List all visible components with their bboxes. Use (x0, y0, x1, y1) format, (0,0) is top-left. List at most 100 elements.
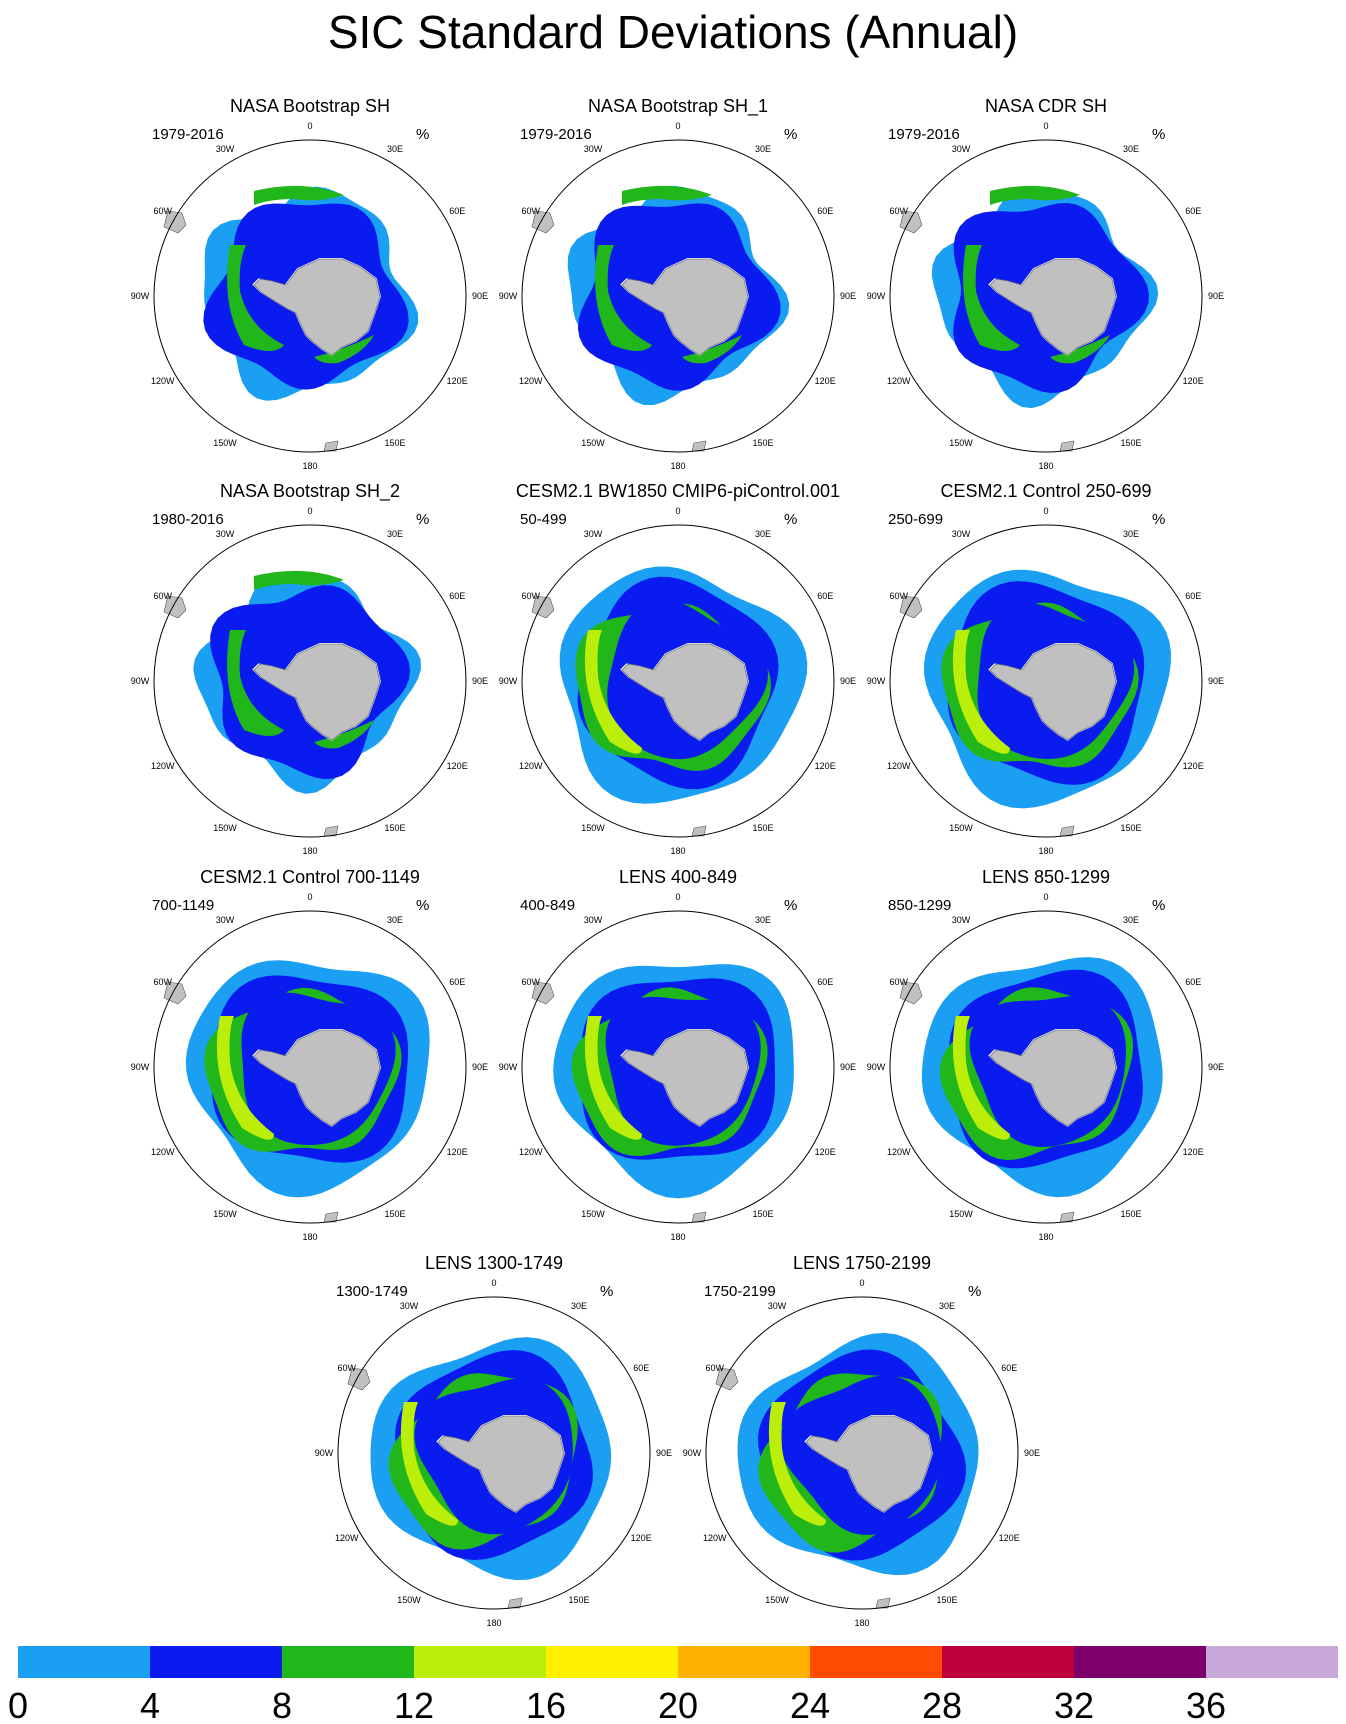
longitude-label: 90E (840, 1062, 856, 1072)
panel-units: % (1152, 897, 1166, 914)
panel-period: 50-499 (520, 511, 567, 528)
longitude-label: 150E (752, 438, 773, 448)
map-panel: 0 30E 60E 90E 120E 150E 180 150W 120W 90W 60W 30W NA… (860, 95, 1232, 475)
longitude-label: 120E (631, 1533, 652, 1543)
new-zealand-land (323, 825, 339, 837)
antarctica-land (989, 643, 1117, 741)
longitude-label: 120W (887, 376, 911, 386)
map-panel: 0 30E 60E 90E 120E 150E 180 150W 120W 90W 60W 30W CE… (124, 866, 496, 1246)
longitude-label: 30W (584, 915, 603, 925)
longitude-label: 150E (1120, 438, 1141, 448)
map-boundary (521, 524, 835, 838)
map-panel: 0 30E 60E 90E 120E 150E 180 150W 120W 90W 60W 30W CE… (492, 480, 864, 860)
longitude-label: 90W (867, 1062, 886, 1072)
antarctica-land (621, 1029, 749, 1127)
panel-title: LENS 400-849 (618, 867, 738, 887)
longitude-label: 30W (216, 915, 235, 925)
longitude-label: 30E (571, 1301, 587, 1311)
polar-map: 0 30E 60E 90E 120E 150E 180 150W 120W 90W 60W 30W (131, 506, 488, 856)
map-boundary (521, 910, 835, 1224)
longitude-label: 180 (302, 1232, 317, 1242)
longitude-label: 30E (387, 529, 403, 539)
polar-map: 0 30E 60E 90E 120E 150E 180 150W 120W 90W 60W 30W (131, 121, 488, 471)
colorbar-label: 28 (922, 1685, 962, 1724)
panel-title: LENS 1750-2199 (792, 1253, 932, 1273)
panel-period: 1750-2199 (704, 1283, 776, 1300)
longitude-label: 150W (949, 823, 973, 833)
antarctica-land (621, 643, 749, 741)
longitude-label: 60W (890, 591, 909, 601)
new-zealand-land (507, 1597, 523, 1609)
longitude-label: 150E (384, 438, 405, 448)
panel-period: 850-1299 (888, 897, 952, 914)
longitude-label: 150E (752, 1209, 773, 1219)
panel-period: 1979-2016 (152, 126, 224, 143)
longitude-label: 90W (867, 291, 886, 301)
longitude-label: 150W (581, 438, 605, 448)
longitude-label: 150E (1120, 823, 1141, 833)
longitude-label: 120E (815, 1147, 836, 1157)
longitude-label: 60E (449, 977, 465, 987)
longitude-label: 60E (817, 591, 833, 601)
polar-map: 0 30E 60E 90E 120E 150E 180 150W 120W 90W 60W 30W (683, 1278, 1040, 1628)
map-panel: 0 30E 60E 90E 120E 150E 180 150W 120W 90W 60W 30W LE… (492, 866, 864, 1246)
panel-title: CESM2.1 Control 250-699 (940, 481, 1152, 501)
map-panel: 0 30E 60E 90E 120E 150E 180 150W 120W 90W 60W 30W NA… (124, 480, 496, 860)
longitude-label: 90W (131, 676, 150, 686)
longitude-label: 120E (1183, 761, 1204, 771)
new-zealand-land (1059, 1211, 1075, 1223)
longitude-label: 180 (1038, 461, 1053, 471)
longitude-label: 0 (675, 892, 680, 902)
longitude-label: 0 (859, 1278, 864, 1288)
antarctica-land (437, 1415, 565, 1513)
longitude-label: 150E (568, 1595, 589, 1605)
antarctica-land (253, 1029, 381, 1127)
colorbar-label: 20 (658, 1685, 698, 1724)
longitude-label: 90E (472, 1062, 488, 1072)
longitude-label: 150E (384, 823, 405, 833)
longitude-label: 150E (936, 1595, 957, 1605)
longitude-label: 120W (519, 761, 543, 771)
longitude-label: 150W (581, 823, 605, 833)
longitude-label: 150W (213, 823, 237, 833)
colorbar-swatch (150, 1646, 282, 1678)
longitude-label: 60E (1001, 1363, 1017, 1373)
longitude-label: 90W (131, 291, 150, 301)
polar-map: 0 30E 60E 90E 120E 150E 180 150W 120W 90W 60W 30W (131, 892, 488, 1242)
polar-map: 0 30E 60E 90E 120E 150E 180 150W 120W 90W 60W 30W (867, 892, 1224, 1242)
longitude-label: 120W (703, 1533, 727, 1543)
longitude-label: 60E (1185, 977, 1201, 987)
panel-units: % (1152, 126, 1166, 143)
longitude-label: 0 (675, 121, 680, 131)
longitude-label: 120W (151, 761, 175, 771)
new-zealand-land (1059, 440, 1075, 452)
longitude-label: 30E (755, 915, 771, 925)
longitude-label: 180 (302, 846, 317, 856)
colorbar-label: 32 (1054, 1685, 1094, 1724)
longitude-label: 120W (335, 1533, 359, 1543)
longitude-label: 90W (315, 1448, 334, 1458)
longitude-label: 150W (213, 438, 237, 448)
longitude-label: 180 (670, 1232, 685, 1242)
new-zealand-land (691, 825, 707, 837)
longitude-label: 90E (1208, 676, 1224, 686)
longitude-label: 180 (670, 461, 685, 471)
panel-title: CESM2.1 BW1850 CMIP6-piControl.001 (515, 481, 841, 501)
panel-units: % (784, 897, 798, 914)
longitude-label: 30W (584, 529, 603, 539)
antarctica-land (805, 1415, 933, 1513)
map-boundary (705, 1296, 1019, 1610)
longitude-label: 120E (815, 761, 836, 771)
panel-title: LENS 850-1299 (981, 867, 1111, 887)
panel-period: 1980-2016 (152, 511, 224, 528)
longitude-label: 120E (447, 376, 468, 386)
longitude-label: 60W (154, 206, 173, 216)
map-panel: 0 30E 60E 90E 120E 150E 180 150W 120W 90W 60W 30W LE… (676, 1252, 1048, 1632)
colorbar-label: 36 (1186, 1685, 1226, 1724)
colorbar-label: 8 (272, 1685, 292, 1724)
panel-units: % (416, 897, 430, 914)
longitude-label: 90E (472, 676, 488, 686)
panel-title: NASA Bootstrap SH (229, 96, 391, 116)
panel-period: 1979-2016 (888, 126, 960, 143)
longitude-label: 90W (867, 676, 886, 686)
